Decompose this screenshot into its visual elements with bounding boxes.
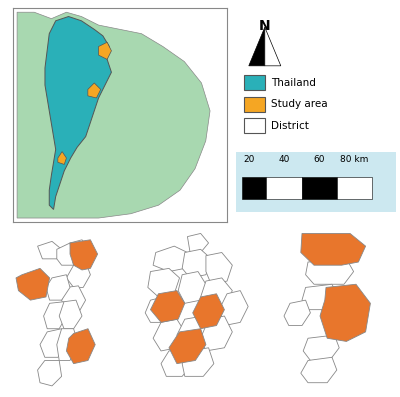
Text: Study area: Study area [271, 99, 328, 110]
Bar [244, 97, 265, 112]
Polygon shape [17, 12, 210, 218]
Polygon shape [57, 329, 78, 360]
Polygon shape [153, 319, 185, 351]
Polygon shape [301, 357, 337, 383]
Polygon shape [320, 284, 370, 341]
Text: Thailand: Thailand [271, 78, 316, 88]
Polygon shape [40, 329, 66, 357]
Polygon shape [188, 233, 208, 252]
Polygon shape [16, 268, 50, 300]
Polygon shape [62, 286, 86, 313]
Polygon shape [201, 278, 232, 310]
Bar [236, 152, 396, 212]
Polygon shape [302, 284, 338, 310]
Polygon shape [182, 249, 211, 278]
Polygon shape [219, 291, 248, 326]
Polygon shape [265, 27, 281, 66]
Polygon shape [58, 152, 66, 164]
Polygon shape [201, 316, 232, 351]
Polygon shape [98, 42, 112, 60]
Polygon shape [38, 360, 62, 386]
Polygon shape [169, 329, 206, 364]
Polygon shape [193, 294, 224, 329]
Polygon shape [46, 275, 70, 300]
Polygon shape [148, 268, 180, 297]
Polygon shape [145, 297, 172, 322]
Text: 60: 60 [314, 156, 325, 164]
Polygon shape [66, 329, 95, 364]
Bar [337, 177, 372, 199]
Polygon shape [38, 241, 62, 259]
Polygon shape [284, 300, 310, 326]
Text: N: N [259, 19, 271, 33]
Polygon shape [249, 27, 265, 66]
Bar [242, 177, 266, 199]
Polygon shape [88, 83, 101, 98]
Polygon shape [70, 240, 90, 265]
Polygon shape [303, 335, 339, 360]
Polygon shape [66, 262, 90, 287]
Polygon shape [150, 291, 185, 322]
Text: 80 km: 80 km [340, 156, 368, 164]
Polygon shape [45, 17, 112, 210]
Polygon shape [301, 233, 366, 265]
Polygon shape [59, 300, 82, 329]
Bar [244, 75, 265, 91]
Polygon shape [70, 240, 98, 270]
Polygon shape [306, 259, 354, 284]
Polygon shape [177, 316, 208, 351]
Polygon shape [153, 246, 188, 272]
Polygon shape [57, 243, 78, 265]
Polygon shape [182, 348, 214, 376]
Polygon shape [178, 272, 206, 303]
Text: 20: 20 [243, 156, 254, 164]
Polygon shape [44, 302, 66, 329]
Text: 40: 40 [278, 156, 290, 164]
Polygon shape [206, 252, 232, 284]
Bar [244, 118, 265, 133]
Bar [266, 177, 302, 199]
Text: District: District [271, 121, 309, 131]
Polygon shape [161, 348, 193, 376]
Bar [302, 177, 337, 199]
